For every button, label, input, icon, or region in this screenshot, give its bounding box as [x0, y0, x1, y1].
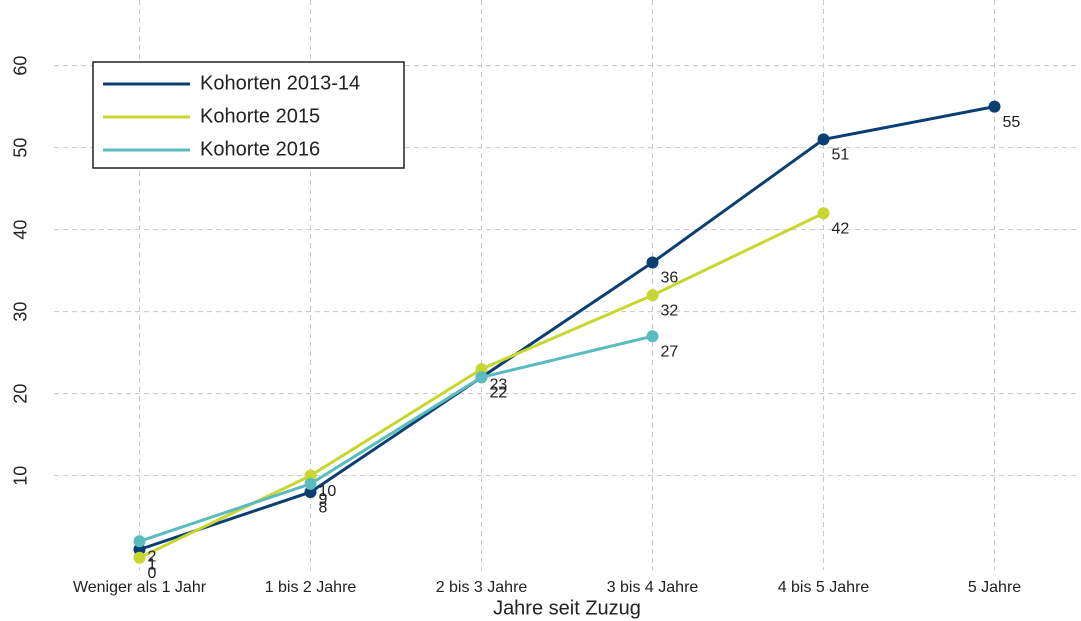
y-tick-label: 50	[11, 138, 31, 158]
data-point	[133, 543, 146, 556]
x-tick-label: Weniger als 1 Jahr	[73, 579, 207, 596]
series-line	[139, 334, 653, 543]
data-label: 0	[148, 565, 157, 582]
x-tick-label: 1 bis 2 Jahre	[265, 579, 357, 596]
data-label: 1	[148, 557, 157, 574]
data-point	[817, 133, 830, 146]
legend-label: Kohorte 2016	[200, 138, 320, 160]
data-label: 23	[490, 376, 508, 393]
data-label: 2	[148, 549, 157, 566]
data-label: 42	[832, 220, 850, 237]
data-point	[133, 551, 146, 564]
y-tick-label: 20	[11, 384, 31, 404]
data-point	[817, 207, 830, 220]
y-tick-label: 30	[11, 302, 31, 322]
data-point	[304, 477, 317, 490]
data-label: 27	[661, 343, 679, 360]
x-tick-label: 4 bis 5 Jahre	[778, 579, 870, 596]
data-point	[646, 256, 659, 269]
data-label: 36	[661, 270, 679, 287]
data-label: 32	[661, 302, 679, 319]
data-point	[475, 363, 488, 376]
data-label: 8	[319, 499, 328, 516]
series-line	[139, 105, 995, 551]
data-point	[133, 535, 146, 548]
legend-label: Kohorte 2015	[200, 105, 320, 127]
data-label: 22	[490, 384, 508, 401]
data-label: 51	[832, 147, 850, 164]
data-point	[304, 469, 317, 482]
data-point	[646, 289, 659, 302]
data-point	[646, 330, 659, 343]
legend: Kohorten 2013-14 Kohorte 2015 Kohorte 2016	[92, 61, 405, 169]
x-tick-label: 3 bis 4 Jahre	[607, 579, 699, 596]
y-tick-label: 60	[11, 56, 31, 76]
x-tick-label: 5 Jahre	[968, 579, 1021, 596]
data-label: 10	[319, 483, 337, 500]
x-tick-label: 2 bis 3 Jahre	[436, 579, 528, 596]
data-point	[304, 486, 317, 499]
y-tick-label: 10	[11, 466, 31, 486]
data-point	[988, 100, 1001, 113]
legend-label: Kohorten 2013-14	[200, 72, 360, 94]
y-tick-label: 40	[11, 220, 31, 240]
data-label: 55	[1003, 114, 1021, 131]
x-axis-label: Jahre seit Zuzug	[493, 597, 641, 619]
data-label: 9	[319, 491, 328, 508]
data-point	[475, 371, 488, 384]
data-label: 22	[490, 384, 508, 401]
